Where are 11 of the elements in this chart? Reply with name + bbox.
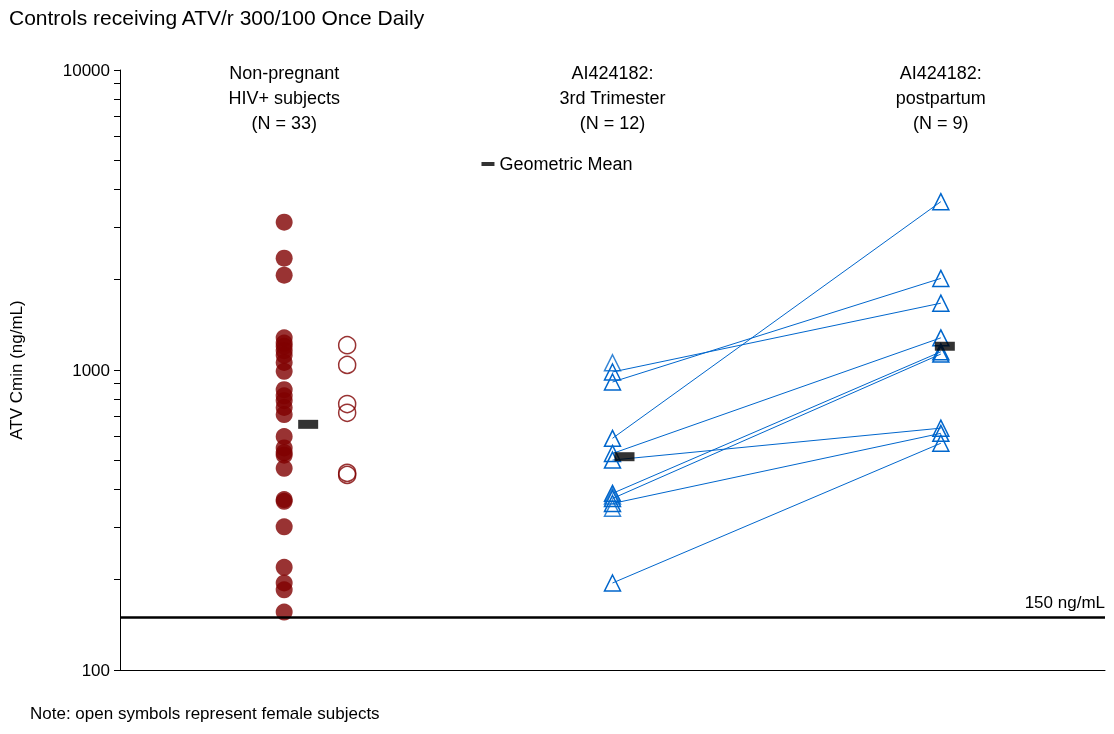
y-tick-label: 1000 [72,360,110,380]
y-axis-title: ATV Cmin (ng/mL) [7,300,26,440]
x-tick-label: AI424182: 3rd Trimester (N = 12) [559,62,666,133]
y-tick-label: 10000 [62,60,110,80]
x-tick-label: Non-pregnant HIV+ subjects (N = 33) [228,62,340,133]
y-tick-label: 100 [81,660,110,680]
text: Note: open symbols represent female subjects [30,704,380,723]
ref-line-label: 150 ng/mL [1024,593,1105,613]
chart-title: Controls receiving ATV/r 300/100 Once Daily [9,6,425,29]
x-tick-label: AI424182: postpartum (N = 9) [895,62,986,133]
legend-label: Geometric Mean [499,154,633,174]
